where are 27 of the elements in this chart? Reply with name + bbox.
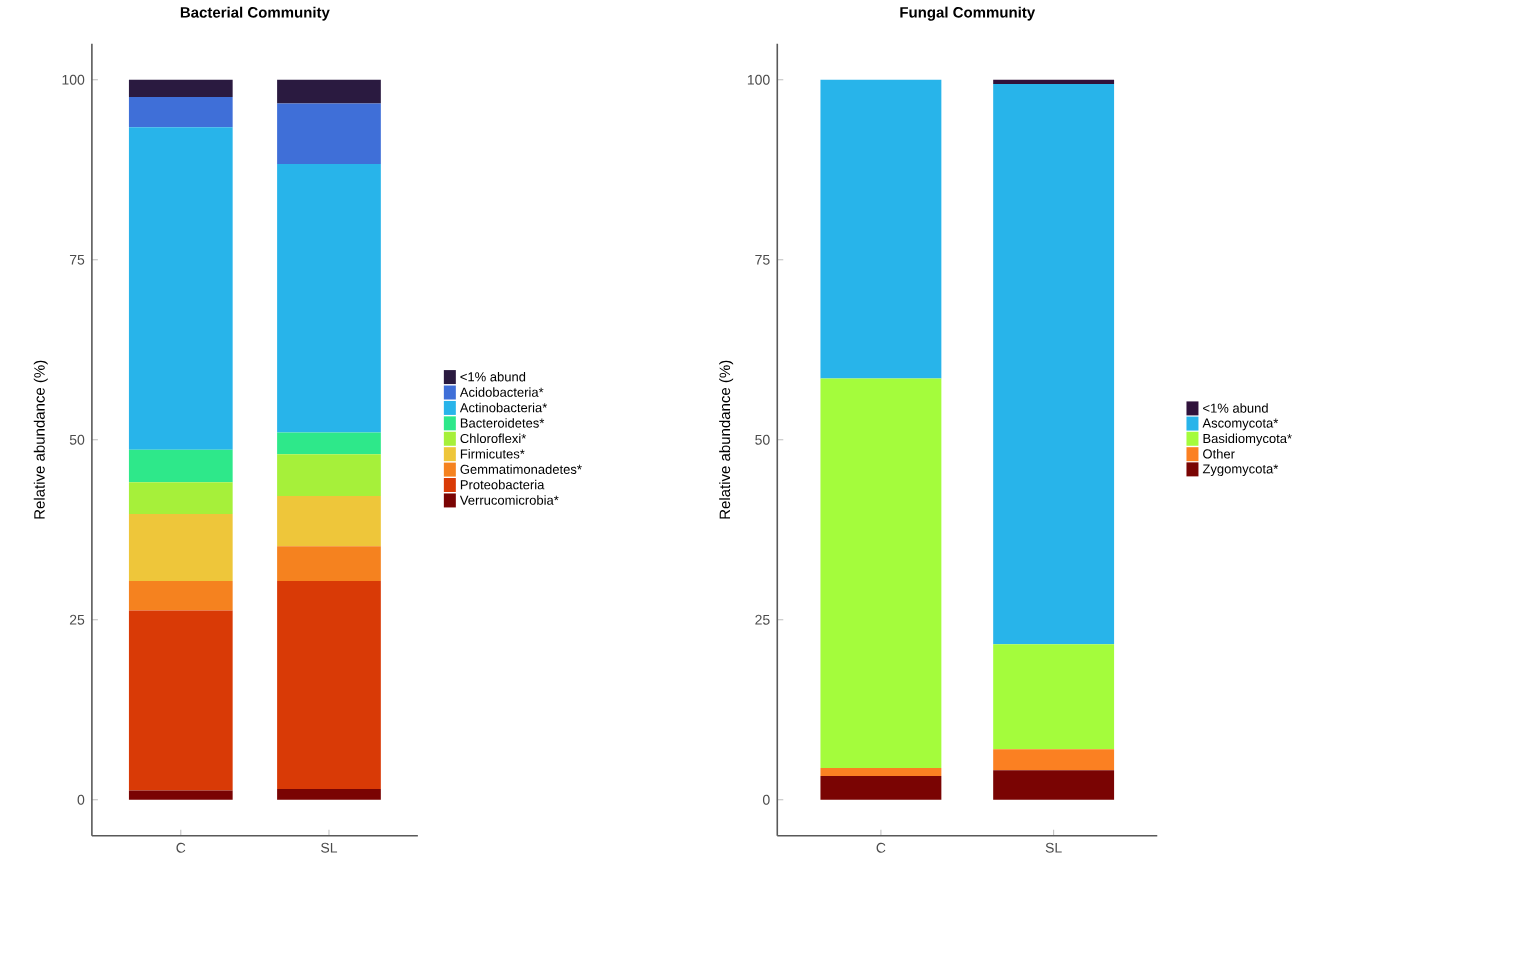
bar [128, 449, 233, 483]
bar [993, 770, 1115, 800]
bar [993, 749, 1115, 771]
bar [128, 580, 233, 611]
bar [277, 163, 381, 433]
bar [277, 454, 381, 496]
bar [277, 580, 381, 789]
bar [128, 790, 233, 800]
bar [128, 96, 233, 128]
bar [128, 482, 233, 514]
bar [277, 788, 381, 800]
bar [820, 378, 942, 769]
bar [993, 79, 1115, 85]
bar [820, 79, 942, 379]
bar [820, 775, 942, 800]
bar [277, 546, 381, 581]
bar [993, 644, 1115, 750]
bar [277, 432, 381, 455]
bar [128, 79, 233, 97]
bar [993, 84, 1115, 645]
bar [820, 768, 942, 776]
bar [277, 495, 381, 547]
bar [128, 127, 233, 450]
bar [128, 513, 233, 581]
bar [277, 79, 381, 104]
bar [128, 610, 233, 791]
bar [277, 103, 381, 164]
